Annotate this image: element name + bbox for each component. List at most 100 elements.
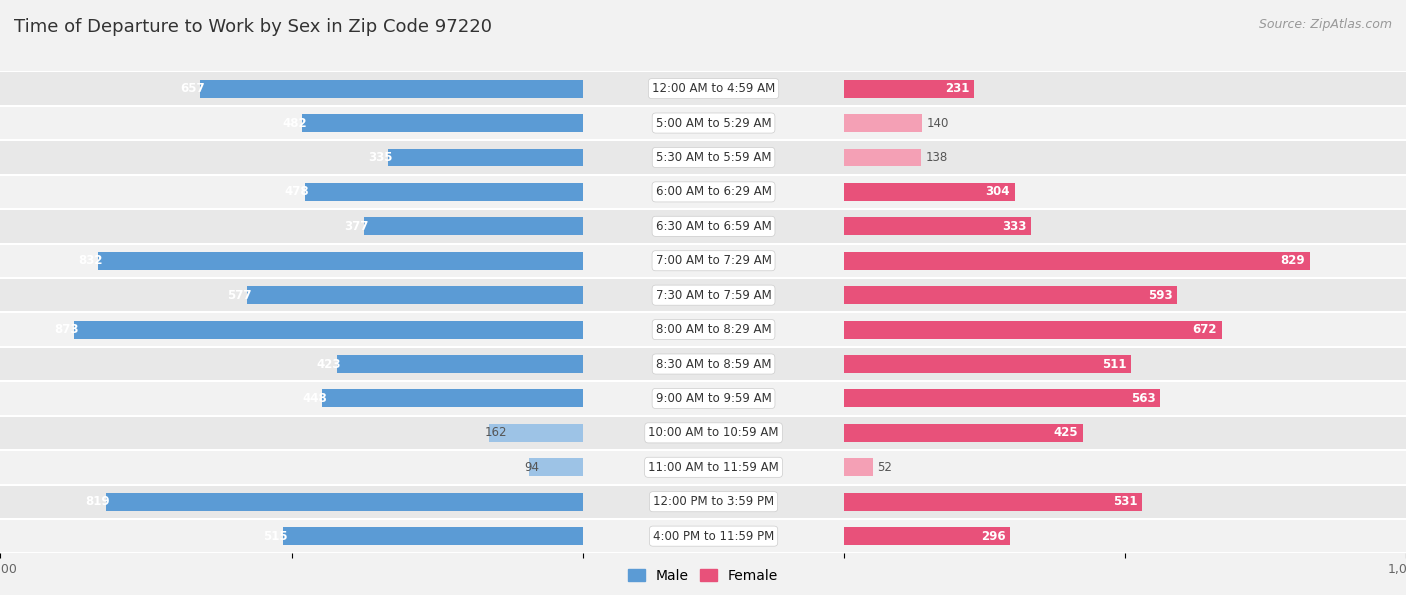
- Bar: [583, 519, 844, 553]
- Text: 5:00 AM to 5:29 AM: 5:00 AM to 5:29 AM: [655, 117, 772, 130]
- Bar: [583, 209, 844, 243]
- Text: Source: ZipAtlas.com: Source: ZipAtlas.com: [1258, 18, 1392, 31]
- Text: 11:00 AM to 11:59 AM: 11:00 AM to 11:59 AM: [648, 461, 779, 474]
- Text: 577: 577: [226, 289, 252, 302]
- Bar: [583, 381, 844, 416]
- Bar: [247, 286, 583, 304]
- Text: 4:00 PM to 11:59 PM: 4:00 PM to 11:59 PM: [652, 530, 775, 543]
- Text: 819: 819: [86, 495, 110, 508]
- Text: 425: 425: [1053, 427, 1078, 439]
- Bar: [0, 278, 583, 312]
- Bar: [844, 278, 1406, 312]
- Bar: [583, 140, 844, 175]
- Bar: [583, 106, 844, 140]
- Text: 335: 335: [368, 151, 392, 164]
- Bar: [0, 243, 583, 278]
- Text: 8:00 AM to 8:29 AM: 8:00 AM to 8:29 AM: [655, 323, 772, 336]
- Bar: [0, 175, 583, 209]
- Bar: [0, 484, 583, 519]
- Text: 5:30 AM to 5:59 AM: 5:30 AM to 5:59 AM: [655, 151, 772, 164]
- Bar: [583, 175, 844, 209]
- Bar: [283, 527, 583, 545]
- Bar: [388, 149, 583, 167]
- Text: 138: 138: [925, 151, 948, 164]
- Bar: [489, 424, 583, 442]
- Text: 94: 94: [524, 461, 538, 474]
- Legend: Male, Female: Male, Female: [623, 563, 783, 588]
- Text: 6:30 AM to 6:59 AM: 6:30 AM to 6:59 AM: [655, 220, 772, 233]
- Text: 8:30 AM to 8:59 AM: 8:30 AM to 8:59 AM: [655, 358, 772, 371]
- Text: 10:00 AM to 10:59 AM: 10:00 AM to 10:59 AM: [648, 427, 779, 439]
- Bar: [364, 217, 583, 235]
- Text: 478: 478: [284, 186, 309, 198]
- Bar: [302, 114, 583, 132]
- Bar: [844, 140, 1406, 175]
- Bar: [844, 424, 1083, 442]
- Bar: [322, 390, 583, 408]
- Text: Time of Departure to Work by Sex in Zip Code 97220: Time of Departure to Work by Sex in Zip …: [14, 18, 492, 36]
- Bar: [844, 114, 922, 132]
- Text: 12:00 PM to 3:59 PM: 12:00 PM to 3:59 PM: [652, 495, 775, 508]
- Text: 511: 511: [1102, 358, 1126, 371]
- Text: 12:00 AM to 4:59 AM: 12:00 AM to 4:59 AM: [652, 82, 775, 95]
- Bar: [844, 519, 1406, 553]
- Bar: [844, 106, 1406, 140]
- Text: 377: 377: [344, 220, 368, 233]
- Text: 9:00 AM to 9:59 AM: 9:00 AM to 9:59 AM: [655, 392, 772, 405]
- Bar: [844, 80, 973, 98]
- Bar: [583, 450, 844, 484]
- Bar: [0, 450, 583, 484]
- Text: 448: 448: [302, 392, 326, 405]
- Bar: [844, 347, 1406, 381]
- Text: 231: 231: [945, 82, 969, 95]
- Bar: [200, 80, 583, 98]
- Text: 423: 423: [316, 358, 342, 371]
- Bar: [0, 416, 583, 450]
- Bar: [844, 493, 1142, 511]
- Bar: [305, 183, 583, 201]
- Bar: [844, 484, 1406, 519]
- Bar: [844, 416, 1406, 450]
- Bar: [0, 381, 583, 416]
- Bar: [583, 71, 844, 106]
- Bar: [0, 519, 583, 553]
- Bar: [529, 458, 583, 476]
- Text: 333: 333: [1002, 220, 1026, 233]
- Bar: [844, 312, 1406, 347]
- Bar: [583, 278, 844, 312]
- Text: 482: 482: [283, 117, 307, 130]
- Bar: [844, 458, 873, 476]
- Text: 6:00 AM to 6:29 AM: 6:00 AM to 6:29 AM: [655, 186, 772, 198]
- Bar: [844, 183, 1015, 201]
- Bar: [844, 209, 1406, 243]
- Text: 829: 829: [1281, 254, 1305, 267]
- Bar: [844, 355, 1130, 373]
- Text: 672: 672: [1192, 323, 1218, 336]
- Bar: [844, 175, 1406, 209]
- Text: 7:00 AM to 7:29 AM: 7:00 AM to 7:29 AM: [655, 254, 772, 267]
- Bar: [105, 493, 583, 511]
- Text: 296: 296: [981, 530, 1005, 543]
- Bar: [0, 312, 583, 347]
- Bar: [844, 71, 1406, 106]
- Bar: [0, 71, 583, 106]
- Bar: [844, 527, 1010, 545]
- Bar: [844, 149, 921, 167]
- Bar: [583, 347, 844, 381]
- Bar: [98, 252, 583, 270]
- Bar: [0, 106, 583, 140]
- Bar: [844, 286, 1177, 304]
- Bar: [844, 217, 1031, 235]
- Text: 531: 531: [1114, 495, 1137, 508]
- Bar: [583, 484, 844, 519]
- Text: 832: 832: [79, 254, 103, 267]
- Bar: [844, 321, 1222, 339]
- Bar: [336, 355, 583, 373]
- Bar: [583, 312, 844, 347]
- Bar: [844, 390, 1160, 408]
- Bar: [844, 243, 1406, 278]
- Text: 563: 563: [1130, 392, 1156, 405]
- Text: 162: 162: [484, 427, 506, 439]
- Text: 515: 515: [263, 530, 288, 543]
- Bar: [0, 140, 583, 175]
